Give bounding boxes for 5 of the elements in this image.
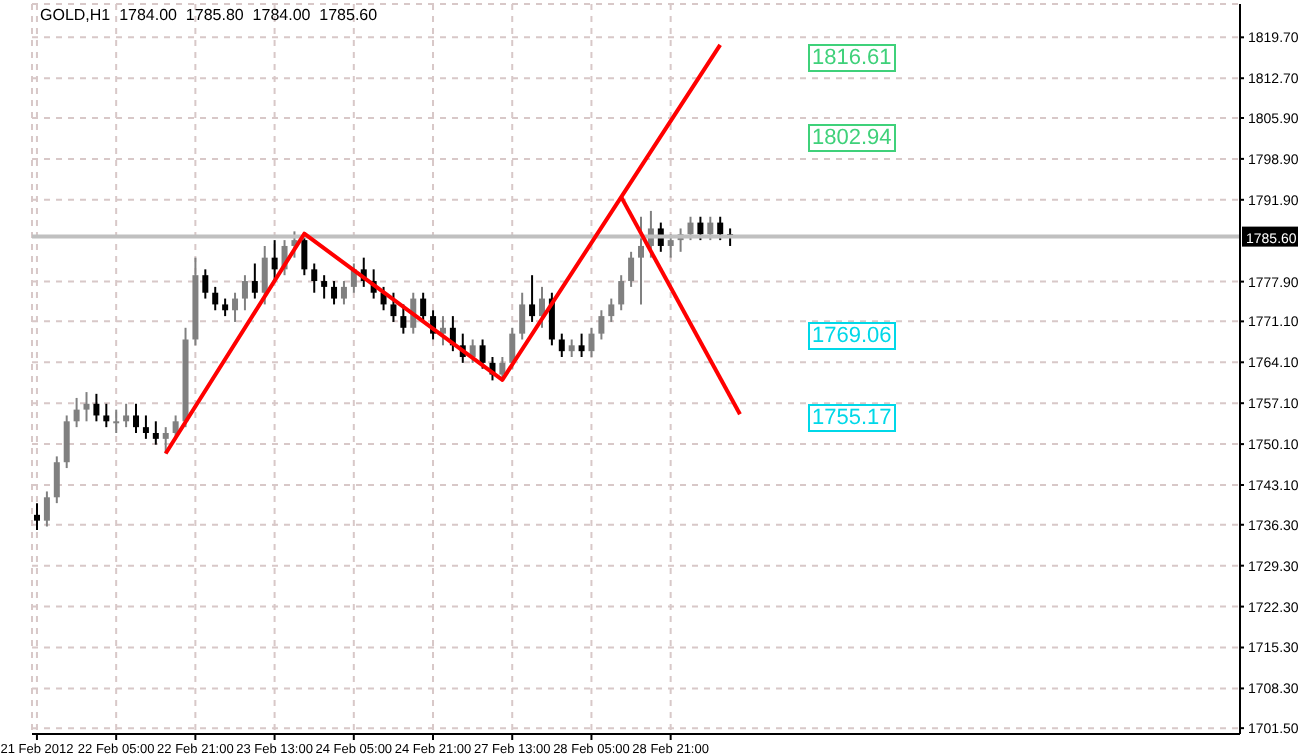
chart-title: GOLD,H1 1784.00 1785.80 1784.00 1785.60 xyxy=(40,6,378,24)
annotation: 1769.06 xyxy=(808,322,896,350)
annotation: 1802.94 xyxy=(808,124,896,152)
annotation: 1816.61 xyxy=(808,44,896,72)
annotation: 1755.17 xyxy=(808,404,896,432)
